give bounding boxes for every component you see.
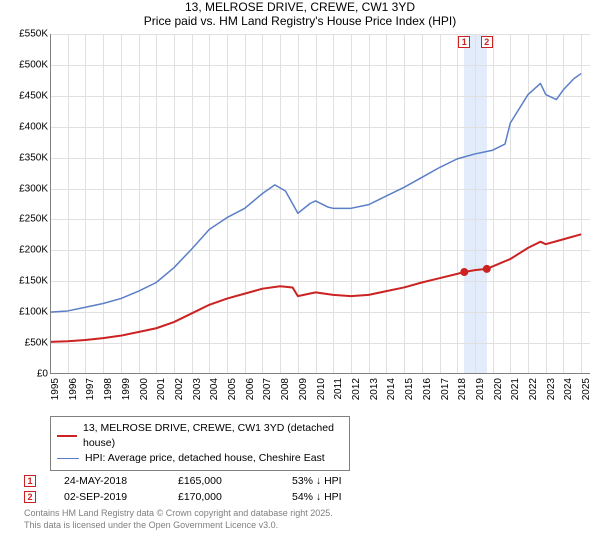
x-tick: 2006	[245, 378, 256, 400]
y-tick: £550K	[19, 29, 48, 40]
y-tick: £50K	[25, 338, 48, 349]
x-tick: 2025	[581, 378, 592, 400]
chart-area: £0 £50K £100K £150K £200K £250K £300K £350K £400…	[6, 34, 596, 414]
transaction-vs-hpi: 53% ↓ HPI	[292, 475, 382, 487]
y-tick: £450K	[19, 90, 48, 101]
attrib-line1: Contains HM Land Registry data © Crown c…	[24, 507, 592, 519]
legend-item: HPI: Average price, detached house, Ches…	[57, 451, 343, 466]
transaction-price: £165,000	[178, 475, 268, 487]
transaction-row: 1 24-MAY-2018 £165,000 53% ↓ HPI	[24, 475, 592, 487]
x-tick: 1999	[121, 378, 132, 400]
x-tick: 2007	[262, 378, 273, 400]
y-tick: £100K	[19, 307, 48, 318]
transaction-table: 1 24-MAY-2018 £165,000 53% ↓ HPI 2 02-SEP-201…	[24, 475, 592, 503]
legend-label: 13, MELROSE DRIVE, CREWE, CW1 3YD (detac…	[83, 421, 343, 451]
y-tick: £300K	[19, 183, 48, 194]
transaction-marker: 2	[24, 491, 36, 503]
x-tick: 2004	[209, 378, 220, 400]
x-tick: 2023	[546, 378, 557, 400]
x-tick: 2019	[475, 378, 486, 400]
x-tick: 2017	[440, 378, 451, 400]
x-tick: 2002	[174, 378, 185, 400]
y-tick: £500K	[19, 59, 48, 70]
x-tick: 1998	[103, 378, 114, 400]
x-tick: 2022	[528, 378, 539, 400]
transaction-date: 24-MAY-2018	[64, 475, 154, 487]
x-tick: 2000	[139, 378, 150, 400]
x-tick: 2013	[369, 378, 380, 400]
x-tick: 2011	[333, 378, 344, 400]
x-tick: 2001	[156, 378, 167, 400]
legend-swatch	[57, 435, 77, 437]
x-tick: 2021	[510, 378, 521, 400]
x-tick: 2009	[298, 378, 309, 400]
chart-title: 13, MELROSE DRIVE, CREWE, CW1 3YD	[0, 0, 600, 14]
x-tick: 2024	[563, 378, 574, 400]
plot-border	[50, 34, 590, 374]
x-tick: 2005	[227, 378, 238, 400]
transaction-marker: 1	[24, 475, 36, 487]
y-axis: £0£50K£100K£150K£200K£250K£300K£350K£400…	[6, 34, 50, 374]
attrib-line2: This data is licensed under the Open Gov…	[24, 519, 592, 531]
x-tick: 2016	[422, 378, 433, 400]
x-axis: 1995 1996 1997 1998 1999 2000 2001 2002 2003 2004…	[50, 374, 590, 414]
legend-label: HPI: Average price, detached house, Ches…	[85, 451, 325, 466]
chart-subtitle: Price paid vs. HM Land Registry's House …	[0, 14, 600, 28]
transaction-row: 2 02-SEP-2019 £170,000 54% ↓ HPI	[24, 491, 592, 503]
transaction-date: 02-SEP-2019	[64, 491, 154, 503]
x-tick: 2018	[457, 378, 468, 400]
y-tick: £0	[37, 369, 48, 380]
legend: 13, MELROSE DRIVE, CREWE, CW1 3YD (detac…	[50, 416, 350, 471]
x-tick: 2010	[316, 378, 327, 400]
attribution: Contains HM Land Registry data © Crown c…	[24, 507, 592, 531]
transaction-vs-hpi: 54% ↓ HPI	[292, 491, 382, 503]
x-tick: 2020	[493, 378, 504, 400]
x-tick: 2008	[280, 378, 291, 400]
x-tick: 1996	[68, 378, 79, 400]
x-tick: 1995	[50, 378, 61, 400]
marker-2: 2	[481, 36, 493, 48]
legend-swatch	[57, 458, 79, 460]
plot-area: 12	[50, 34, 590, 374]
x-tick: 2014	[386, 378, 397, 400]
y-tick: £200K	[19, 245, 48, 256]
y-tick: £350K	[19, 152, 48, 163]
y-tick: £400K	[19, 121, 48, 132]
y-tick: £150K	[19, 276, 48, 287]
legend-item: 13, MELROSE DRIVE, CREWE, CW1 3YD (detac…	[57, 421, 343, 451]
y-tick: £250K	[19, 214, 48, 225]
transaction-price: £170,000	[178, 491, 268, 503]
x-tick: 1997	[85, 378, 96, 400]
marker-1: 1	[458, 36, 470, 48]
x-tick: 2003	[192, 378, 203, 400]
x-tick: 2012	[351, 378, 362, 400]
x-tick: 2015	[404, 378, 415, 400]
